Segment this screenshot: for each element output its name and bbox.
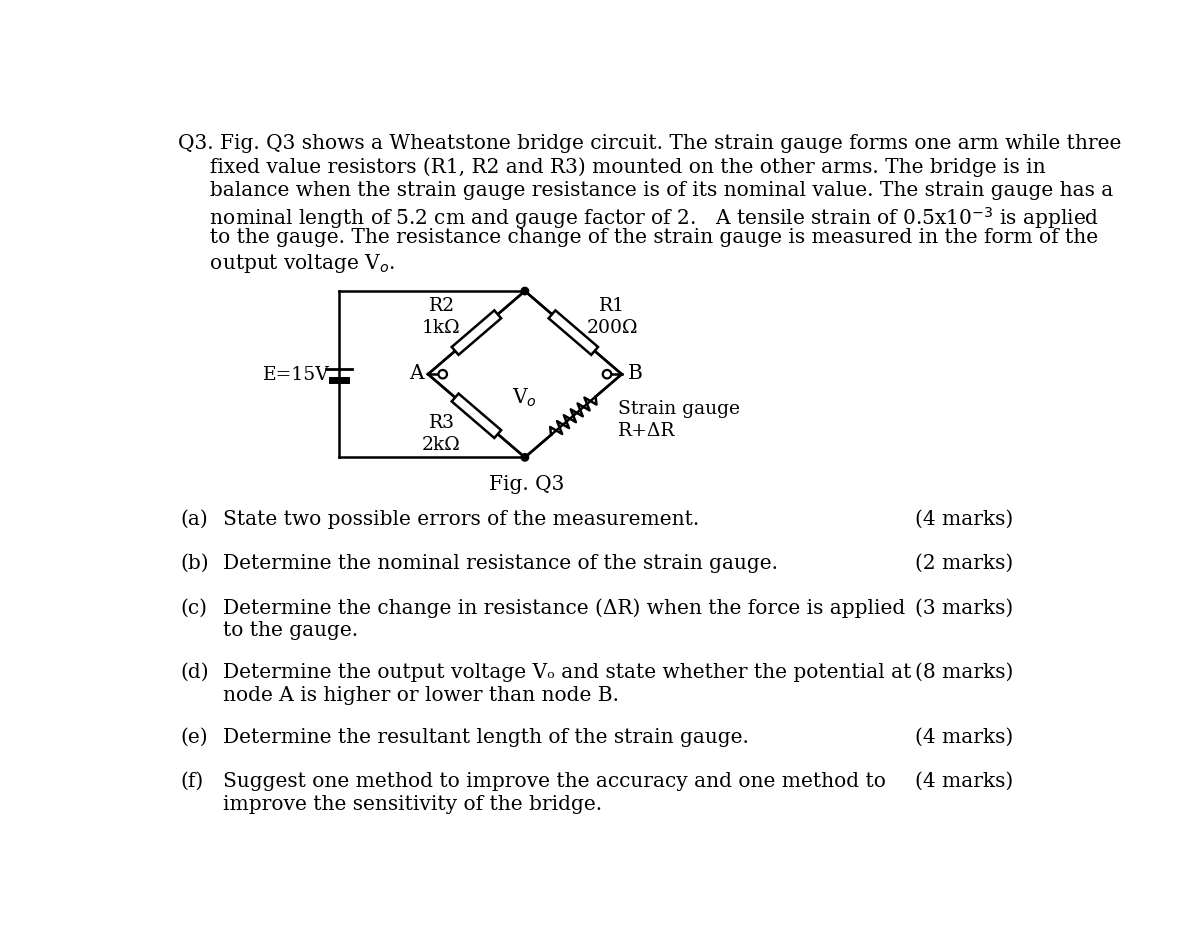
Text: V$_o$: V$_o$ bbox=[513, 386, 538, 409]
Text: Suggest one method to improve the accuracy and one method to: Suggest one method to improve the accura… bbox=[223, 771, 886, 790]
Text: R2
1kΩ: R2 1kΩ bbox=[422, 296, 461, 336]
Text: R1
200Ω: R1 200Ω bbox=[586, 296, 638, 336]
Text: fixed value resistors (R1, R2 and R3) mounted on the other arms. The bridge is i: fixed value resistors (R1, R2 and R3) mo… bbox=[179, 158, 1047, 177]
Text: to the gauge. The resistance change of the strain gauge is measured in the form : to the gauge. The resistance change of t… bbox=[179, 228, 1099, 247]
Text: Determine the output voltage Vₒ and state whether the potential at: Determine the output voltage Vₒ and stat… bbox=[223, 663, 911, 682]
Text: (b): (b) bbox=[180, 553, 209, 573]
Text: node A is higher or lower than node B.: node A is higher or lower than node B. bbox=[223, 685, 619, 704]
Text: (4 marks): (4 marks) bbox=[915, 510, 1013, 529]
Text: (2 marks): (2 marks) bbox=[915, 553, 1013, 573]
Text: (d): (d) bbox=[180, 663, 209, 682]
Text: (f): (f) bbox=[180, 771, 204, 790]
Text: Determine the change in resistance (ΔR) when the force is applied: Determine the change in resistance (ΔR) … bbox=[223, 598, 905, 617]
Text: State two possible errors of the measurement.: State two possible errors of the measure… bbox=[223, 510, 699, 529]
Text: R3
2kΩ: R3 2kΩ bbox=[422, 413, 461, 453]
Text: Q3. Fig. Q3 shows a Wheatstone bridge circuit. The strain gauge forms one arm wh: Q3. Fig. Q3 shows a Wheatstone bridge ci… bbox=[179, 134, 1122, 153]
Polygon shape bbox=[548, 312, 598, 356]
Text: Strain gauge
R+ΔR: Strain gauge R+ΔR bbox=[619, 399, 740, 440]
Text: improve the sensitivity of the bridge.: improve the sensitivity of the bridge. bbox=[223, 794, 602, 813]
Circle shape bbox=[521, 454, 528, 462]
Text: output voltage V$_o$.: output voltage V$_o$. bbox=[179, 251, 396, 275]
Text: (a): (a) bbox=[180, 510, 207, 529]
Circle shape bbox=[603, 371, 611, 379]
Text: (e): (e) bbox=[180, 727, 207, 746]
Circle shape bbox=[521, 288, 528, 295]
Text: Determine the resultant length of the strain gauge.: Determine the resultant length of the st… bbox=[223, 727, 749, 746]
Circle shape bbox=[439, 371, 447, 379]
Text: (3 marks): (3 marks) bbox=[915, 598, 1013, 616]
Polygon shape bbox=[452, 312, 501, 356]
Text: A: A bbox=[409, 363, 423, 382]
Polygon shape bbox=[452, 395, 501, 439]
Text: balance when the strain gauge resistance is of its nominal value. The strain gau: balance when the strain gauge resistance… bbox=[179, 181, 1113, 200]
Text: (8 marks): (8 marks) bbox=[914, 663, 1013, 682]
Text: Fig. Q3: Fig. Q3 bbox=[489, 475, 564, 494]
Text: B: B bbox=[628, 363, 642, 382]
Text: nominal length of 5.2 cm and gauge factor of 2.   A tensile strain of 0.5x10$^{-: nominal length of 5.2 cm and gauge facto… bbox=[179, 205, 1100, 230]
Text: (4 marks): (4 marks) bbox=[915, 727, 1013, 746]
Text: Determine the nominal resistance of the strain gauge.: Determine the nominal resistance of the … bbox=[223, 553, 777, 573]
Text: (c): (c) bbox=[180, 598, 207, 616]
Text: E=15V: E=15V bbox=[262, 366, 329, 384]
Text: to the gauge.: to the gauge. bbox=[223, 620, 358, 639]
Text: (4 marks): (4 marks) bbox=[915, 771, 1013, 790]
